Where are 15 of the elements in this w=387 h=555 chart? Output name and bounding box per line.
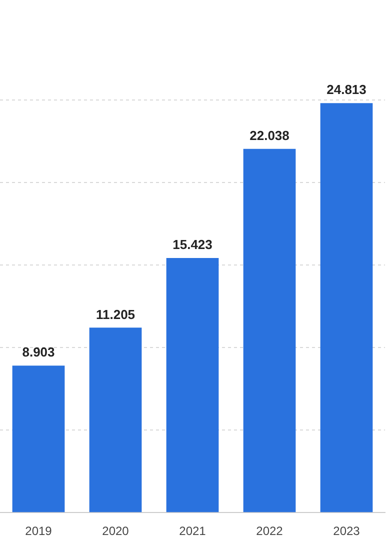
bar [89, 328, 142, 512]
x-tick-label: 2019 [25, 524, 52, 538]
x-tick-label: 2020 [102, 524, 130, 538]
data-label: 11.205 [96, 306, 136, 322]
bar [166, 258, 219, 512]
data-label: 22.038 [250, 128, 290, 143]
bar [243, 148, 296, 512]
x-tick-label: 2023 [333, 524, 360, 538]
x-tick-label: 2021 [179, 524, 206, 538]
data-label: 15.423 [172, 237, 212, 252]
bar [12, 366, 65, 512]
data-label: 8.903 [22, 344, 55, 360]
data-label: 24.813 [326, 82, 366, 98]
bar [320, 103, 373, 512]
x-tick-label: 2022 [256, 524, 284, 538]
